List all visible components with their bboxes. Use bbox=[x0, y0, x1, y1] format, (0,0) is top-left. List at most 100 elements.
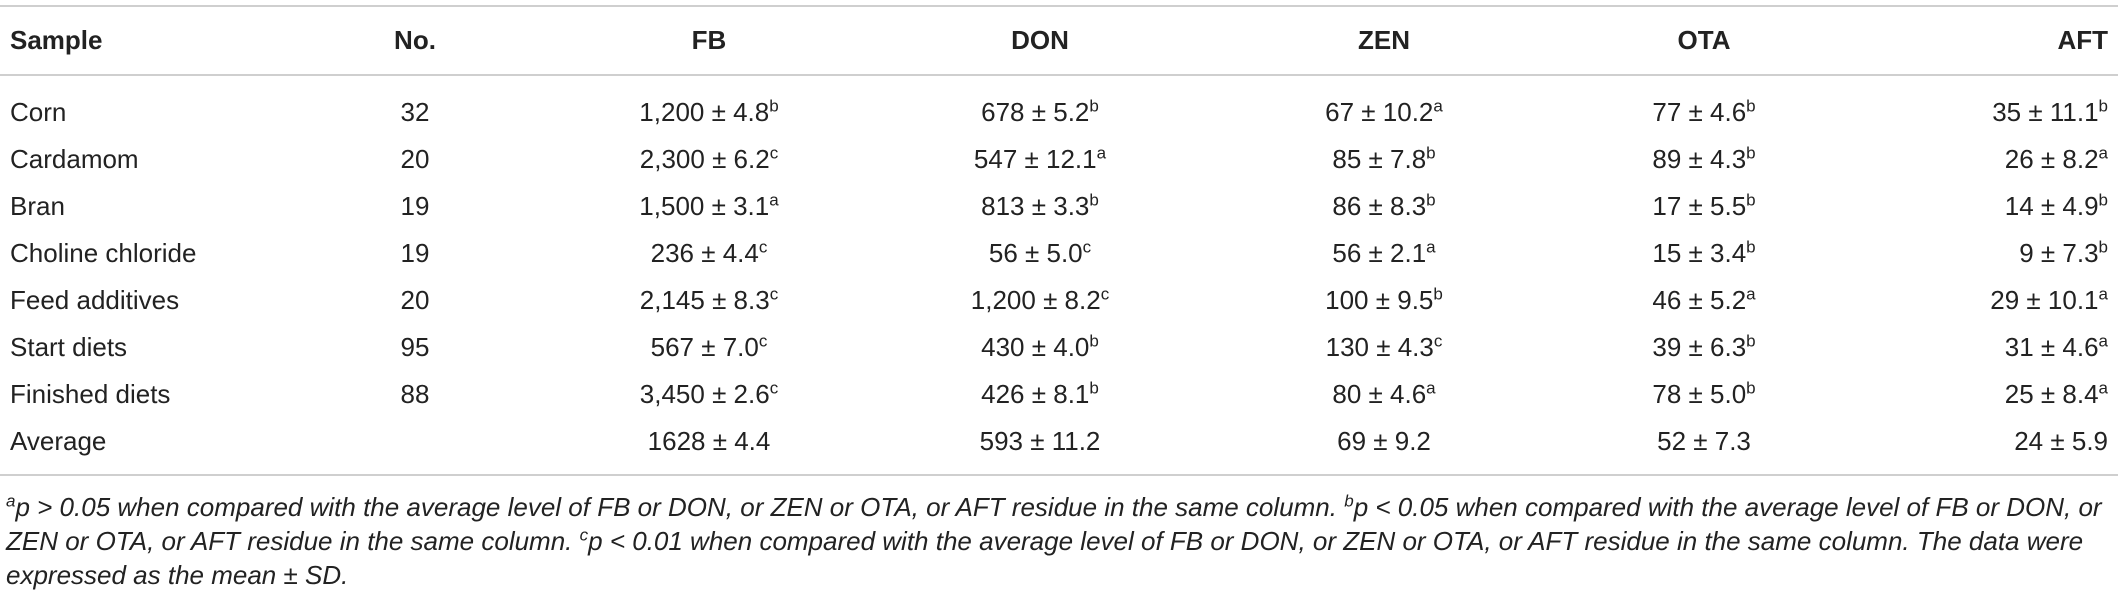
significance-mark: b bbox=[2098, 190, 2108, 210]
value-text: 35 ± 11.1 bbox=[1992, 97, 2099, 127]
bottom-rule bbox=[0, 474, 2118, 476]
cell-value: 14 ± 4.9b bbox=[2005, 189, 2108, 223]
cell-value: 95 bbox=[400, 332, 430, 362]
cell-value: 20 bbox=[400, 285, 430, 315]
value-text: 26 ± 8.2 bbox=[2004, 144, 2099, 174]
significance-mark: b bbox=[1746, 237, 1756, 257]
cell-value: 69 ± 9.2 bbox=[1337, 426, 1431, 456]
cell-value: 25 ± 8.4a bbox=[2005, 377, 2108, 411]
cell-value: 67 ± 10.2a bbox=[1325, 95, 1443, 129]
value-text: 236 ± 4.4 bbox=[650, 238, 759, 268]
cell-value: 80 ± 4.6a bbox=[1332, 377, 1435, 411]
cell-value: 1,500 ± 3.1a bbox=[639, 189, 778, 223]
header-rule bbox=[0, 74, 2118, 76]
footnote-mark: b bbox=[1344, 491, 1354, 511]
significance-mark: b bbox=[1746, 190, 1756, 210]
cell-value: 100 ± 9.5b bbox=[1325, 283, 1443, 317]
significance-mark: b bbox=[1426, 143, 1436, 163]
significance-mark: b bbox=[1089, 96, 1099, 116]
significance-mark: b bbox=[2098, 237, 2108, 257]
cell-value: 678 ± 5.2b bbox=[981, 95, 1099, 129]
value-text: 86 ± 8.3 bbox=[1332, 191, 1427, 221]
significance-mark: b bbox=[1746, 143, 1756, 163]
value-text: 15 ± 3.4 bbox=[1652, 238, 1747, 268]
cell-value: 29 ± 10.1a bbox=[1990, 283, 2108, 317]
row-label: Bran bbox=[10, 191, 65, 221]
significance-mark: a bbox=[2098, 284, 2108, 304]
cell-value: 236 ± 4.4c bbox=[651, 236, 768, 270]
value-text: 1,200 ± 4.8 bbox=[639, 97, 770, 127]
cell-value: 2,300 ± 6.2c bbox=[640, 142, 778, 176]
significance-mark: a bbox=[1433, 96, 1443, 116]
value-text: 89 ± 4.3 bbox=[1652, 144, 1747, 174]
cell-value: 426 ± 8.1b bbox=[981, 377, 1099, 411]
significance-mark: a bbox=[769, 190, 779, 210]
significance-mark: a bbox=[1096, 143, 1107, 163]
value-text: 25 ± 8.4 bbox=[2004, 379, 2099, 409]
cell-value: 1628 ± 4.4 bbox=[647, 426, 771, 456]
cell-value: 19 bbox=[400, 191, 430, 221]
footnote-text: p < 0.01 when compared with the average … bbox=[588, 526, 1910, 556]
value-text: 31 ± 4.6 bbox=[2004, 332, 2099, 362]
significance-mark: c bbox=[1100, 284, 1110, 304]
top-rule bbox=[0, 5, 2118, 7]
cell-value: 2,145 ± 8.3c bbox=[640, 283, 778, 317]
footnotes: ap > 0.05 when compared with the average… bbox=[6, 490, 2114, 592]
row-label: Choline chloride bbox=[10, 238, 197, 268]
value-text: 17 ± 5.5 bbox=[1652, 191, 1747, 221]
cell-value: 31 ± 4.6a bbox=[2005, 330, 2108, 364]
value-text: 80 ± 4.6 bbox=[1332, 379, 1427, 409]
value-text: 678 ± 5.2 bbox=[981, 97, 1090, 127]
cell-value: 593 ± 11.2 bbox=[979, 426, 1101, 456]
row-label: Average bbox=[10, 426, 107, 456]
cell-value: 24 ± 5.9 bbox=[2014, 426, 2108, 456]
significance-mark: b bbox=[2098, 96, 2108, 116]
cell-value: 17 ± 5.5b bbox=[1652, 189, 1755, 223]
significance-mark: c bbox=[769, 143, 779, 163]
value-text: 100 ± 9.5 bbox=[1325, 285, 1434, 315]
value-text: 2,300 ± 6.2 bbox=[639, 144, 770, 174]
significance-mark: a bbox=[2098, 143, 2108, 163]
cell-value: 26 ± 8.2a bbox=[2005, 142, 2108, 176]
cell-value: 86 ± 8.3b bbox=[1332, 189, 1435, 223]
row-label: Finished diets bbox=[10, 379, 171, 409]
footnote-text: p < 0.05 when compared with the average … bbox=[6, 492, 2102, 556]
value-text: 46 ± 5.2 bbox=[1652, 285, 1747, 315]
significance-mark: c bbox=[769, 284, 779, 304]
cell-value: 130 ± 4.3c bbox=[1326, 330, 1443, 364]
cell-value: 430 ± 4.0b bbox=[981, 330, 1099, 364]
column-header: ZEN bbox=[1358, 25, 1410, 55]
significance-mark: a bbox=[1426, 378, 1436, 398]
cell-value: 35 ± 11.1b bbox=[1992, 95, 2108, 129]
value-text: 9 ± 7.3 bbox=[2019, 238, 2099, 268]
significance-mark: b bbox=[1746, 331, 1756, 351]
cell-value: 39 ± 6.3b bbox=[1652, 330, 1755, 364]
column-header: AFT bbox=[2057, 25, 2108, 55]
row-label: Corn bbox=[10, 97, 67, 127]
cell-value: 88 bbox=[400, 379, 430, 409]
significance-mark: a bbox=[1746, 284, 1756, 304]
value-text: 85 ± 7.8 bbox=[1332, 144, 1427, 174]
cell-value: 19 bbox=[400, 238, 430, 268]
value-text: 430 ± 4.0 bbox=[981, 332, 1090, 362]
cell-value: 1,200 ± 4.8b bbox=[639, 95, 778, 129]
cell-value: 85 ± 7.8b bbox=[1332, 142, 1435, 176]
significance-mark: c bbox=[1433, 331, 1443, 351]
value-text: 39 ± 6.3 bbox=[1652, 332, 1747, 362]
value-text: 14 ± 4.9 bbox=[2004, 191, 2099, 221]
significance-mark: b bbox=[1089, 190, 1099, 210]
column-header: OTA bbox=[1677, 25, 1731, 55]
cell-value: 3,450 ± 2.6c bbox=[640, 377, 778, 411]
significance-mark: b bbox=[1746, 378, 1756, 398]
significance-mark: c bbox=[1082, 237, 1092, 257]
cell-value: 9 ± 7.3b bbox=[2019, 236, 2108, 270]
cell-value: 46 ± 5.2a bbox=[1652, 283, 1755, 317]
value-text: 547 ± 12.1 bbox=[973, 144, 1097, 174]
value-text: 567 ± 7.0 bbox=[650, 332, 759, 362]
column-header: DON bbox=[1011, 25, 1069, 55]
value-text: 426 ± 8.1 bbox=[981, 379, 1090, 409]
cell-value: 56 ± 2.1a bbox=[1332, 236, 1435, 270]
value-text: 3,450 ± 2.6 bbox=[639, 379, 770, 409]
footnote-mark: a bbox=[6, 491, 16, 511]
